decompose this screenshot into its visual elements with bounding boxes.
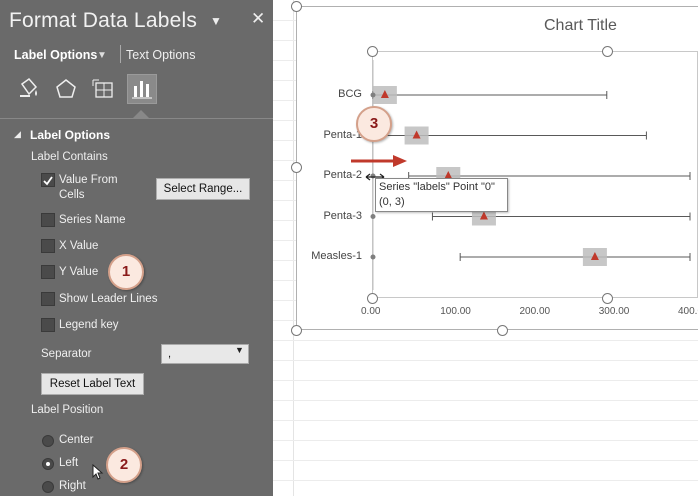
move-cursor-icon xyxy=(365,169,385,187)
reset-label-text-button[interactable]: Reset Label Text xyxy=(41,373,144,395)
label-options-chart-icon[interactable] xyxy=(127,74,157,104)
format-data-labels-pane: Format Data Labels ▼ ✕ Label Options ▼ T… xyxy=(0,0,273,496)
chart-title[interactable]: Chart Title xyxy=(544,17,617,34)
checkbox-x-value[interactable] xyxy=(41,239,55,253)
radio-left[interactable] xyxy=(42,458,54,470)
chart-resize-handle[interactable] xyxy=(497,325,508,336)
plot-resize-handle[interactable] xyxy=(602,293,613,304)
checkbox-value-from-cells[interactable] xyxy=(41,173,55,187)
grid-line xyxy=(293,0,294,496)
callout-2: 2 xyxy=(106,447,142,483)
chart-area[interactable] xyxy=(296,6,698,330)
x-tick-label: 100.00 xyxy=(440,306,471,317)
fill-line-icon[interactable] xyxy=(14,74,44,104)
plot-resize-handle[interactable] xyxy=(602,46,613,57)
tab-text-options[interactable]: Text Options xyxy=(126,48,196,62)
category-label: Penta-3 xyxy=(323,209,362,222)
grid-line xyxy=(273,460,698,461)
checkbox-y-value[interactable] xyxy=(41,265,55,279)
size-properties-icon[interactable] xyxy=(89,74,119,104)
close-icon[interactable]: ✕ xyxy=(251,9,266,28)
plot-area[interactable] xyxy=(372,51,698,298)
category-label: Penta-1 xyxy=(323,128,362,141)
chevron-down-icon[interactable]: ▼ xyxy=(97,50,107,61)
grid-line xyxy=(273,420,698,421)
separator-label: Separator xyxy=(41,348,92,360)
divider xyxy=(0,118,273,119)
annotation-arrow-icon xyxy=(349,154,409,173)
mouse-cursor-icon xyxy=(92,463,104,485)
grid-line xyxy=(273,340,698,341)
chart-tooltip: Series "labels" Point "0" (0, 3) xyxy=(375,178,508,212)
grid-line xyxy=(273,400,698,401)
grid-line xyxy=(273,380,698,381)
tab-label-options[interactable]: Label Options xyxy=(14,48,98,62)
pane-options-dropdown[interactable]: ▼ xyxy=(210,14,222,28)
grid-line xyxy=(273,480,698,481)
callout-3: 3 xyxy=(356,106,392,142)
section-label-options[interactable]: Label Options xyxy=(30,128,111,142)
callout-1: 1 xyxy=(108,254,144,290)
label-contains-heading: Label Contains xyxy=(31,151,108,163)
checkbox-label-legend-key: Legend key xyxy=(59,319,119,331)
checkbox-series-name[interactable] xyxy=(41,213,55,227)
checkbox-show-leader-lines[interactable] xyxy=(41,292,55,306)
plot-resize-handle[interactable] xyxy=(367,293,378,304)
grid-line xyxy=(273,440,698,441)
select-range-button[interactable]: Select Range... xyxy=(156,178,250,200)
checkbox-label-x-value: X Value xyxy=(59,240,99,252)
tab-divider xyxy=(120,45,121,63)
category-label: Penta-2 xyxy=(323,169,362,181)
grid-line xyxy=(273,360,698,361)
radio-label-right: Right xyxy=(59,480,86,492)
effects-pentagon-icon[interactable] xyxy=(51,74,81,104)
checkbox-label-y-value: Y Value xyxy=(59,266,99,278)
checkbox-legend-key[interactable] xyxy=(41,318,55,332)
tab-pointer xyxy=(133,110,149,118)
plot-resize-handle[interactable] xyxy=(367,46,378,57)
radio-center[interactable] xyxy=(42,435,54,447)
checkbox-label-show-leader-lines: Show Leader Lines xyxy=(59,293,158,305)
label-position-heading: Label Position xyxy=(31,404,104,416)
chevron-down-icon[interactable]: ▼ xyxy=(235,345,244,355)
collapse-triangle-icon[interactable]: ◢ xyxy=(14,129,21,139)
x-tick-label: 0.00 xyxy=(361,306,381,317)
x-tick-label: 400.00 xyxy=(678,306,698,317)
checkbox-label-value-from-cells: Value From Cells xyxy=(59,174,118,201)
chart-resize-handle[interactable] xyxy=(291,162,302,173)
chart-resize-handle[interactable] xyxy=(291,325,302,336)
pane-title: Format Data Labels xyxy=(9,9,198,32)
checkbox-label-series-name: Series Name xyxy=(59,214,126,226)
category-label: Measles-1 xyxy=(311,250,362,262)
radio-label-center: Center xyxy=(59,434,94,446)
radio-right[interactable] xyxy=(42,481,54,493)
x-tick-label: 300.00 xyxy=(598,306,630,317)
x-tick-label: 200.00 xyxy=(519,306,551,317)
radio-label-left: Left xyxy=(59,457,79,469)
chart-resize-handle[interactable] xyxy=(291,1,302,12)
category-label: BCG xyxy=(338,88,362,100)
separator-dropdown[interactable]: , xyxy=(161,344,249,364)
